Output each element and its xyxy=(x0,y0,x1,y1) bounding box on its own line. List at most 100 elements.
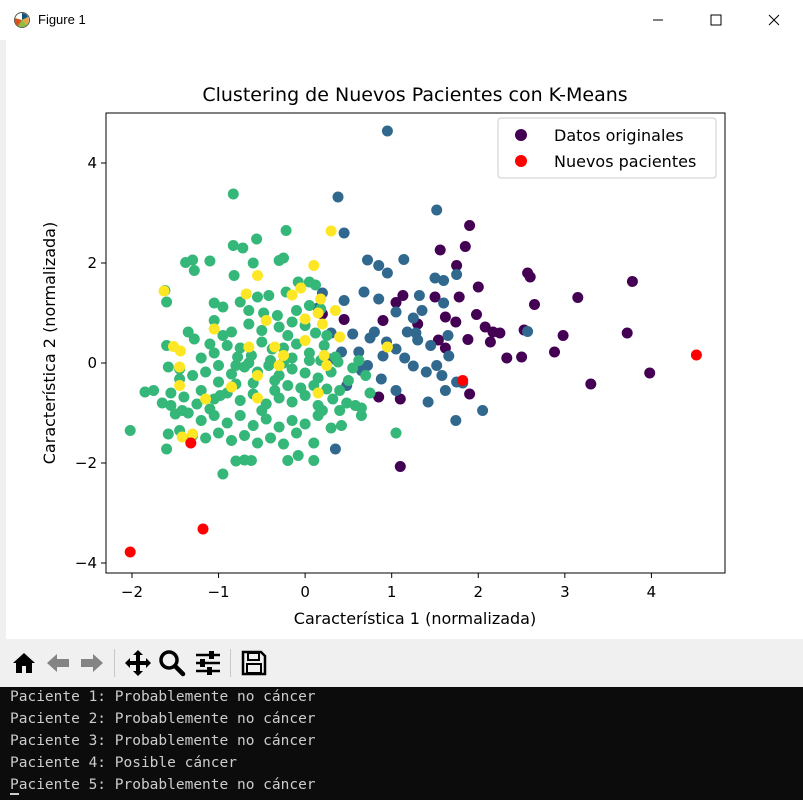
data-point-cluster-0 xyxy=(501,352,513,364)
data-point-cluster-1 xyxy=(422,396,434,408)
data-point-cluster-3 xyxy=(278,350,289,361)
data-point-cluster-2 xyxy=(162,361,174,373)
data-point-cluster-0 xyxy=(394,461,406,472)
data-point-cluster-1 xyxy=(347,328,359,340)
data-point-cluster-2 xyxy=(273,421,285,433)
data-point-cluster-0 xyxy=(572,292,584,303)
home-button[interactable] xyxy=(8,647,40,679)
data-point-cluster-2 xyxy=(247,257,259,269)
data-point-cluster-2 xyxy=(221,417,233,429)
data-point-cluster-1 xyxy=(390,385,402,396)
data-point-cluster-2 xyxy=(318,340,330,351)
pan-button[interactable] xyxy=(122,647,154,679)
data-point-cluster-1 xyxy=(362,360,373,371)
data-point-cluster-2 xyxy=(213,427,224,439)
pan-icon xyxy=(125,650,151,676)
data-point-cluster-2 xyxy=(316,405,328,416)
close-button[interactable] xyxy=(745,0,803,40)
x-tick-label: −2 xyxy=(121,583,143,601)
data-point-cluster-2 xyxy=(292,450,304,461)
data-point-cluster-3 xyxy=(226,381,237,393)
data-point-cluster-3 xyxy=(316,318,328,330)
data-point-cluster-1 xyxy=(420,366,432,378)
data-point-cluster-1 xyxy=(362,254,373,266)
data-point-cluster-3 xyxy=(174,380,186,391)
data-point-cluster-1 xyxy=(381,267,393,279)
data-point-cluster-2 xyxy=(332,356,344,368)
data-point-cluster-2 xyxy=(195,352,207,364)
maximize-button[interactable] xyxy=(687,0,745,40)
data-points xyxy=(124,125,702,558)
data-point-cluster-2 xyxy=(208,315,220,326)
data-point-cluster-1 xyxy=(332,191,344,203)
data-point-cluster-2 xyxy=(360,370,372,381)
minimize-button[interactable] xyxy=(629,0,687,40)
new-patient-point xyxy=(690,349,702,361)
data-point-cluster-2 xyxy=(221,340,233,351)
data-point-cluster-2 xyxy=(243,318,255,330)
data-point-cluster-2 xyxy=(237,242,249,254)
close-icon xyxy=(768,14,780,26)
data-point-cluster-0 xyxy=(429,291,441,303)
data-point-cluster-3 xyxy=(325,225,337,237)
data-point-cluster-1 xyxy=(410,327,422,339)
data-point-cluster-2 xyxy=(303,355,315,366)
save-button[interactable] xyxy=(238,647,270,679)
scatter-plot[interactable]: −2 −1 0 1 2 3 4 −4 −2 0 2 4 Clustering de Nuevos Pa… xyxy=(6,40,803,638)
axis-ticks: −2 −1 0 1 2 3 4 −4 −2 0 2 4 xyxy=(75,154,656,601)
data-point-cluster-2 xyxy=(327,393,339,405)
data-point-cluster-3 xyxy=(381,341,393,353)
toolbar-separator xyxy=(114,649,115,677)
data-point-cluster-2 xyxy=(353,355,365,366)
data-point-cluster-2 xyxy=(156,397,168,409)
data-point-cluster-2 xyxy=(213,360,224,371)
data-point-cluster-2 xyxy=(263,290,275,301)
data-point-cluster-0 xyxy=(529,299,540,310)
y-tick-label: 0 xyxy=(87,354,97,372)
back-button[interactable] xyxy=(42,647,74,679)
data-point-cluster-3 xyxy=(208,323,220,335)
terminal-cursor xyxy=(10,793,19,795)
data-point-cluster-3 xyxy=(315,293,327,305)
data-point-cluster-2 xyxy=(295,382,307,394)
configure-subplots-button[interactable] xyxy=(192,647,224,679)
y-axis-label: Característica 2 (normalizada) xyxy=(40,222,59,464)
data-point-cluster-2 xyxy=(265,355,276,366)
data-point-cluster-2 xyxy=(234,296,246,308)
navigation-toolbar xyxy=(0,639,803,687)
terminal-line: Paciente 3: Probablemente no cáncer xyxy=(10,733,316,749)
data-point-cluster-0 xyxy=(390,297,402,308)
data-point-cluster-2 xyxy=(251,233,263,245)
data-point-cluster-0 xyxy=(484,336,496,348)
data-point-cluster-0 xyxy=(394,393,406,405)
data-point-cluster-2 xyxy=(299,418,311,430)
data-point-cluster-1 xyxy=(450,415,462,426)
data-point-cluster-0 xyxy=(479,321,491,333)
back-icon xyxy=(47,654,69,672)
figure-canvas[interactable]: −2 −1 0 1 2 3 4 −4 −2 0 2 4 Clustering de Nuevos Pa… xyxy=(6,40,803,638)
data-point-cluster-2 xyxy=(256,336,268,348)
data-point-cluster-3 xyxy=(243,341,255,353)
x-tick-label: 0 xyxy=(300,583,310,601)
data-point-cluster-2 xyxy=(310,279,321,291)
data-point-cluster-2 xyxy=(162,428,174,440)
x-tick-label: 3 xyxy=(560,583,570,601)
data-point-cluster-1 xyxy=(477,405,489,416)
maximize-icon xyxy=(710,14,722,26)
data-point-cluster-1 xyxy=(373,260,385,271)
zoom-button[interactable] xyxy=(156,647,188,679)
data-point-cluster-1 xyxy=(358,286,370,298)
data-point-cluster-2 xyxy=(178,391,190,403)
data-point-cluster-0 xyxy=(626,276,638,287)
data-point-cluster-2 xyxy=(252,291,263,303)
data-point-cluster-1 xyxy=(407,312,419,324)
data-point-cluster-1 xyxy=(413,290,425,301)
forward-button[interactable] xyxy=(76,647,108,679)
data-point-cluster-1 xyxy=(353,346,365,358)
data-point-cluster-0 xyxy=(450,316,462,328)
data-point-cluster-2 xyxy=(161,443,173,455)
window-title: Figure 1 xyxy=(38,12,86,27)
data-point-cluster-2 xyxy=(243,305,255,316)
data-point-cluster-3 xyxy=(286,289,298,301)
title-bar[interactable]: Figure 1 xyxy=(0,0,803,40)
